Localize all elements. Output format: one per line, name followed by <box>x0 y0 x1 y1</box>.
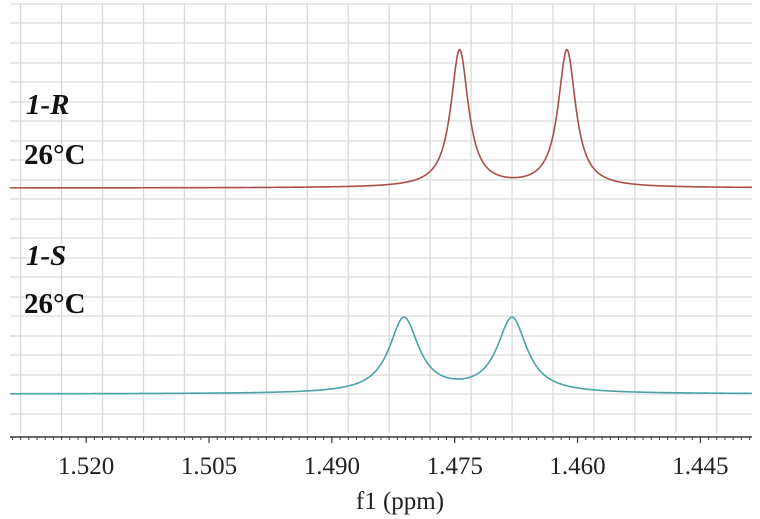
spectra <box>10 48 753 395</box>
annotation-1r-temperature: 26°C <box>24 139 86 171</box>
x-tick-label-2: 1.490 <box>304 453 360 480</box>
annotation-1r: 1-R 26°C <box>24 89 86 171</box>
annotation-1s-temperature: 26°C <box>24 288 86 320</box>
x-axis: 1.520 1.505 1.490 1.475 1.460 1.445 <box>10 436 752 480</box>
spectrum-line-1 <box>10 48 753 189</box>
x-axis-title: f1 (ppm) <box>356 488 444 515</box>
x-tick-label-0: 1.520 <box>58 453 114 480</box>
annotation-1s-label: 1-S <box>26 240 66 272</box>
grid-lines <box>10 3 752 433</box>
spectrum-line-2 <box>10 316 752 395</box>
annotation-1r-label: 1-R <box>26 89 70 121</box>
x-tick-label-5: 1.445 <box>672 453 728 480</box>
annotation-1s: 1-S 26°C <box>24 240 86 320</box>
x-tick-label-1: 1.505 <box>181 453 237 480</box>
x-tick-label-3: 1.475 <box>427 453 483 480</box>
x-tick-label-4: 1.460 <box>549 453 605 480</box>
